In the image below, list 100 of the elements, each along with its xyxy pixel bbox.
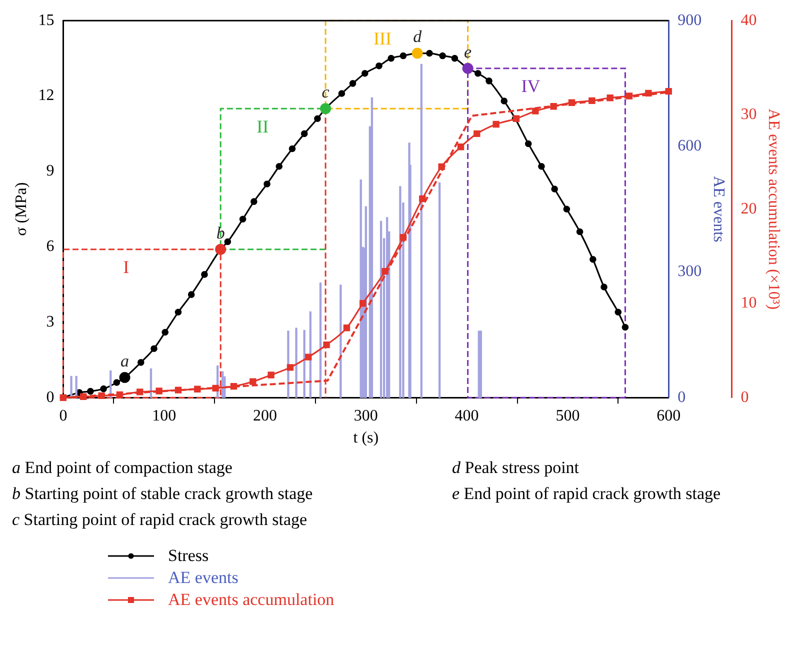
point bbox=[250, 198, 258, 205]
bar bbox=[438, 182, 441, 398]
point bbox=[264, 180, 270, 188]
y-tick-label: 15 bbox=[38, 12, 54, 29]
x-tick-label: 500 bbox=[556, 407, 580, 424]
point bbox=[538, 162, 545, 170]
y3-tick-label: 0 bbox=[740, 388, 749, 406]
point bbox=[276, 162, 283, 170]
y-tick-label: 3 bbox=[46, 313, 54, 330]
point bbox=[323, 341, 330, 348]
point bbox=[314, 115, 321, 122]
bar bbox=[478, 330, 480, 398]
y2-tick-label: 0 bbox=[678, 388, 686, 406]
point bbox=[286, 364, 294, 371]
point bbox=[426, 50, 433, 57]
y3-tick-label: 30 bbox=[740, 106, 757, 124]
point bbox=[87, 388, 94, 395]
point bbox=[305, 354, 312, 360]
point bbox=[492, 120, 500, 128]
point bbox=[665, 88, 672, 95]
x-tick-label: 600 bbox=[656, 407, 681, 424]
point bbox=[113, 379, 120, 386]
point bbox=[320, 103, 332, 114]
y-tick-label: 12 bbox=[38, 87, 54, 104]
x-tick-label: 300 bbox=[354, 407, 378, 424]
x-tick-label: 400 bbox=[454, 407, 479, 424]
point bbox=[474, 70, 482, 77]
annotation: c bbox=[322, 82, 330, 102]
legend-label: AE events bbox=[168, 568, 238, 588]
annotation: II bbox=[256, 116, 269, 136]
text: e End point of rapid crack growth stage bbox=[452, 484, 721, 503]
point bbox=[451, 54, 458, 62]
x-axis-title: t (s) bbox=[353, 430, 379, 447]
point bbox=[474, 130, 480, 138]
y2-tick-label: 900 bbox=[678, 12, 702, 29]
point bbox=[156, 388, 162, 394]
point bbox=[388, 54, 395, 62]
point bbox=[174, 386, 182, 394]
x-tick-label: 200 bbox=[253, 407, 277, 424]
point bbox=[188, 291, 195, 298]
text: a End point of compaction stage bbox=[12, 458, 232, 477]
y2-tick-label: 600 bbox=[678, 137, 702, 154]
point bbox=[343, 324, 350, 332]
point bbox=[338, 90, 346, 97]
point bbox=[439, 52, 446, 60]
annotation: b bbox=[216, 223, 225, 242]
annotation: I bbox=[123, 257, 130, 278]
y-tick-label: 0 bbox=[46, 388, 54, 406]
point bbox=[576, 228, 584, 236]
point bbox=[376, 62, 382, 70]
text: d Peak stress point bbox=[452, 458, 580, 477]
bar bbox=[480, 330, 482, 398]
point bbox=[486, 78, 492, 84]
y3-tick-label: 10 bbox=[740, 294, 757, 312]
text: b Starting point of stable crack growth stage bbox=[12, 484, 313, 503]
point bbox=[150, 345, 158, 352]
annotation: III bbox=[373, 28, 392, 48]
point bbox=[361, 70, 368, 77]
legend-label: Stress bbox=[168, 546, 209, 566]
annotation: d bbox=[413, 27, 422, 46]
y-tick-label: 6 bbox=[46, 238, 54, 256]
y3-axis-title: AE events accumulation (×10³) bbox=[765, 108, 782, 310]
point bbox=[563, 206, 570, 212]
point bbox=[300, 130, 308, 138]
x-tick-label: 0 bbox=[59, 407, 68, 424]
point bbox=[100, 385, 107, 392]
bar bbox=[420, 64, 422, 398]
bar bbox=[319, 282, 322, 398]
point bbox=[349, 80, 356, 87]
y-tick-label: 9 bbox=[46, 162, 54, 180]
point bbox=[532, 108, 539, 114]
point bbox=[174, 308, 182, 316]
point bbox=[600, 284, 608, 290]
bar bbox=[75, 376, 78, 398]
annotation: a bbox=[120, 351, 129, 370]
bar bbox=[295, 328, 298, 398]
x-tick-label: 100 bbox=[152, 407, 176, 424]
point bbox=[137, 359, 144, 366]
point bbox=[500, 98, 508, 104]
bar bbox=[399, 186, 402, 398]
point bbox=[268, 372, 274, 378]
y3-tick-label: 40 bbox=[740, 12, 757, 29]
point bbox=[224, 238, 232, 246]
point bbox=[400, 52, 407, 60]
point bbox=[614, 308, 622, 316]
point bbox=[457, 144, 464, 150]
point bbox=[590, 256, 596, 263]
point bbox=[419, 195, 426, 202]
point bbox=[524, 140, 532, 148]
point bbox=[360, 300, 366, 307]
y2-tick-label: 300 bbox=[678, 263, 702, 280]
annotation: e bbox=[464, 42, 472, 62]
point bbox=[622, 324, 629, 331]
point bbox=[288, 145, 296, 152]
point bbox=[250, 378, 256, 385]
legend-label: AE events accumulation bbox=[168, 590, 334, 610]
point bbox=[239, 216, 246, 223]
point bbox=[215, 244, 226, 255]
bar bbox=[70, 376, 72, 398]
bar bbox=[370, 97, 374, 398]
